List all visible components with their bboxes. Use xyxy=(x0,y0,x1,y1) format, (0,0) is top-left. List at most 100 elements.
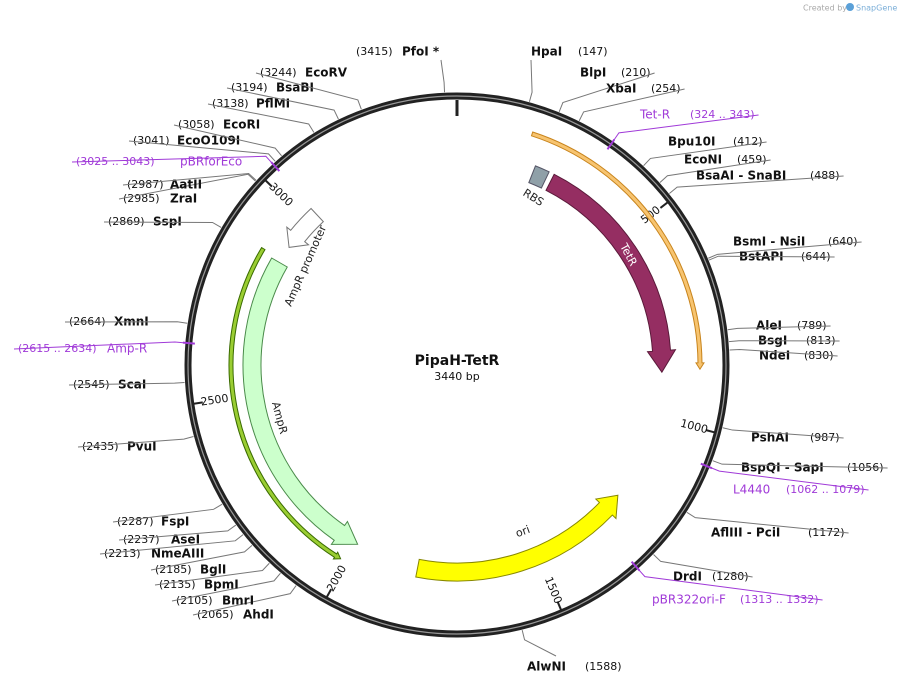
feature-rbs xyxy=(528,165,550,189)
leader xyxy=(226,87,339,120)
site-name: HpaI xyxy=(531,45,562,59)
site-position: (2435) xyxy=(82,440,119,453)
leader xyxy=(708,255,835,261)
site-name: PfoI * xyxy=(402,45,440,59)
tick-label: 2000 xyxy=(324,563,349,594)
site-name: AleI xyxy=(756,319,782,333)
site-name: PflMI xyxy=(256,97,290,111)
primer-name: L4440 xyxy=(733,483,770,497)
tick-label: 1000 xyxy=(679,417,709,437)
primer-mark xyxy=(606,138,616,150)
leader xyxy=(171,572,281,602)
leader xyxy=(729,348,838,357)
site-position: (147) xyxy=(578,45,608,58)
tick-label: 3000 xyxy=(266,180,295,209)
leader xyxy=(440,59,446,93)
credit-brand: SnapGene xyxy=(856,4,897,13)
leader xyxy=(653,554,753,578)
tick xyxy=(264,179,273,188)
site-position: (789) xyxy=(797,319,827,332)
leader xyxy=(150,544,253,571)
logo xyxy=(846,3,854,11)
tick-label: 1500 xyxy=(542,575,565,606)
site-name: EcoRV xyxy=(305,66,348,80)
site-name: EcoNI xyxy=(684,153,722,167)
site-position: (459) xyxy=(737,153,767,166)
site-position: (2185) xyxy=(155,563,192,576)
site-name: ZraI xyxy=(170,192,197,206)
leader xyxy=(64,321,188,324)
leader xyxy=(112,503,223,523)
site-position: (3058) xyxy=(178,118,215,131)
leader xyxy=(118,524,237,541)
site-position: (3041) xyxy=(133,134,170,147)
site-position: (640) xyxy=(828,235,858,248)
leader xyxy=(13,341,185,350)
orf-tetr xyxy=(530,131,705,371)
leader xyxy=(612,114,759,142)
site-name: BpmI xyxy=(204,578,239,592)
site-name: BsaBI xyxy=(276,81,314,95)
leader xyxy=(99,534,244,555)
leader xyxy=(686,511,849,534)
site-name: BsmI - NsiI xyxy=(733,235,805,249)
leader xyxy=(728,340,840,343)
site-name: BlpI xyxy=(580,66,606,80)
feature-ampr xyxy=(242,257,359,545)
feature-ampr-promoter xyxy=(286,207,325,248)
site-name: DrdI xyxy=(673,570,702,584)
site-name: XbaI xyxy=(606,82,636,96)
leader xyxy=(722,427,844,439)
site-position: (488) xyxy=(810,169,840,182)
tick xyxy=(556,601,562,611)
site-name: AlwNI xyxy=(527,660,566,674)
primer-name: pBRforEco xyxy=(180,155,242,169)
site-position: (2869) xyxy=(108,215,145,228)
leader xyxy=(712,460,888,469)
site-position: (830) xyxy=(804,349,834,362)
leader xyxy=(637,568,823,601)
site-name: PshAI xyxy=(751,431,789,445)
site-name: BglI xyxy=(200,563,226,577)
feature-ori xyxy=(415,494,619,582)
map-name: PipaH-TetR xyxy=(415,353,500,369)
tick xyxy=(325,588,333,598)
site-name: BsaAI - SnaBI xyxy=(696,169,786,183)
leader xyxy=(77,435,194,448)
leader xyxy=(122,172,257,186)
credit-prefix: Created by xyxy=(803,4,847,13)
tick xyxy=(705,429,715,434)
site-name: AhdI xyxy=(243,608,274,622)
site-name: EcoRI xyxy=(223,118,260,132)
site-name: ScaI xyxy=(118,378,146,392)
site-name: FspI xyxy=(161,515,189,529)
leader xyxy=(68,381,185,386)
feature-label: RBS xyxy=(520,186,546,209)
site-position: (3244) xyxy=(260,66,297,79)
orf-ampr xyxy=(228,246,342,560)
site-position: (2237) xyxy=(123,533,160,546)
site-position: (3194) xyxy=(231,81,268,94)
site-name: BmrI xyxy=(222,594,254,608)
site-name: AatII xyxy=(170,178,202,192)
site-name: AseI xyxy=(171,533,200,547)
site-position: (1172) xyxy=(808,526,845,539)
leader xyxy=(727,325,831,331)
site-name: NmeAIII xyxy=(151,547,204,561)
leader xyxy=(709,466,869,491)
tick-label: 2500 xyxy=(200,392,230,409)
leader xyxy=(659,159,771,183)
site-position: (1280) xyxy=(712,570,749,583)
site-position: (2213) xyxy=(104,547,141,560)
leader xyxy=(708,241,862,259)
primer-range: (2615 .. 2634) xyxy=(18,342,97,355)
leader xyxy=(173,124,282,157)
primer-range: (1062 .. 1079) xyxy=(786,483,865,496)
site-position: (2105) xyxy=(176,594,213,607)
feature-label: ori xyxy=(514,523,532,540)
leader xyxy=(643,141,767,167)
site-name: EcoO109I xyxy=(177,134,240,148)
site-position: (412) xyxy=(733,135,763,148)
leader xyxy=(528,59,533,102)
